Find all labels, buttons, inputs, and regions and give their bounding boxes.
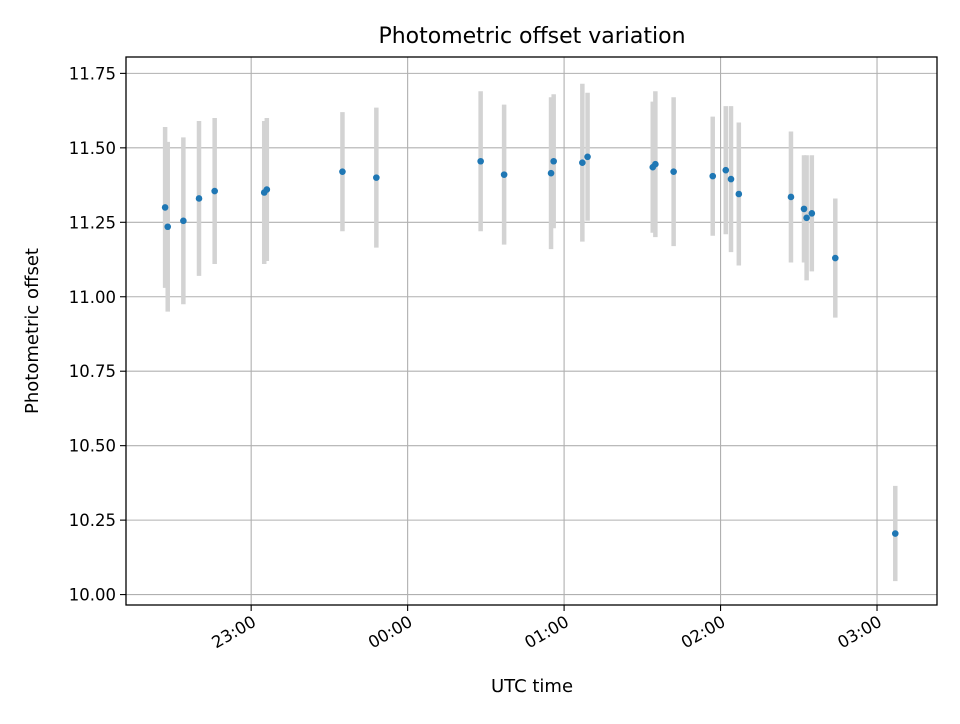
plot-frame (125, 56, 938, 606)
data-points (161, 153, 899, 537)
x-tick-label: 00:00 (365, 612, 416, 652)
chart-title: Photometric offset variation (378, 24, 685, 49)
data-point (709, 172, 717, 180)
y-tick-label: 10.00 (69, 586, 116, 605)
data-point (579, 159, 586, 167)
x-axis-label: UTC time (491, 676, 573, 697)
data-point (195, 195, 203, 202)
data-point (803, 214, 810, 222)
data-point (180, 217, 187, 225)
data-point (735, 190, 743, 198)
data-point (584, 153, 591, 161)
x-tick-label: 23:00 (208, 612, 259, 652)
y-tick-label: 11.50 (69, 139, 116, 158)
data-point (727, 175, 735, 183)
gridlines (126, 57, 937, 605)
data-point (477, 157, 484, 165)
data-point (211, 187, 218, 195)
x-axis-ticks: 23:00 00:00 01:00 02:00 03:00 (208, 605, 885, 652)
data-point (808, 210, 816, 217)
data-point (339, 168, 346, 175)
data-point (161, 204, 169, 211)
data-point (831, 254, 839, 262)
y-tick-label: 11.75 (69, 64, 116, 83)
y-tick-label: 10.75 (69, 362, 116, 381)
data-point (550, 157, 557, 165)
data-point (263, 186, 271, 193)
y-tick-label: 11.00 (69, 288, 116, 307)
x-tick-label: 03:00 (834, 612, 885, 652)
data-point (500, 171, 508, 178)
y-tick-label: 10.25 (69, 511, 116, 530)
data-point (800, 205, 808, 213)
data-point (652, 160, 659, 168)
data-point (722, 166, 730, 174)
y-tick-label: 11.25 (69, 213, 116, 232)
y-axis-ticks: 10.00 10.25 10.50 10.75 11.00 11.25 11.50 11.75 (69, 64, 126, 605)
data-point (373, 174, 380, 181)
y-tick-label: 10.50 (69, 437, 116, 456)
x-tick-label: 02:00 (678, 612, 729, 652)
data-point (164, 223, 172, 231)
error-bars (162, 83, 898, 582)
data-point (547, 169, 555, 177)
x-tick-label: 01:00 (521, 612, 572, 652)
data-point (787, 193, 795, 201)
y-axis-label: Photometric offset (22, 248, 43, 414)
data-point (891, 530, 899, 537)
data-point (670, 168, 677, 175)
